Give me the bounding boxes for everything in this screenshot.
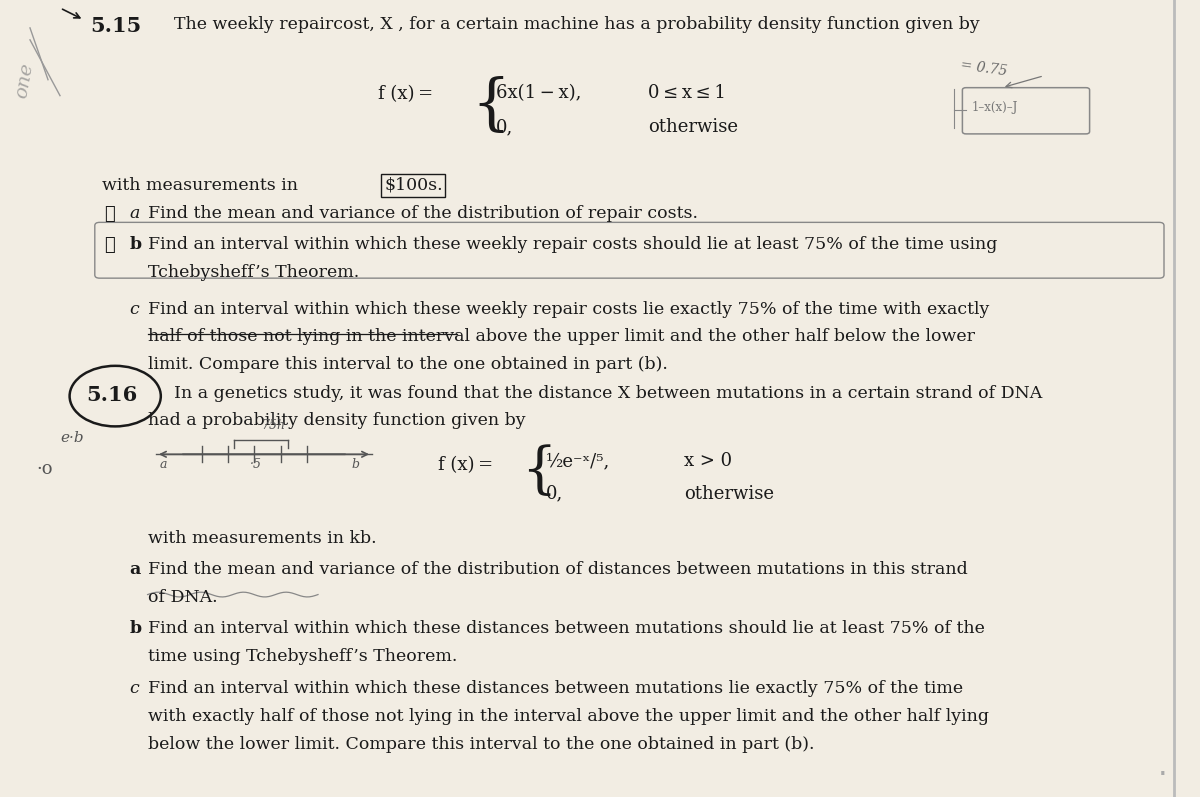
Text: ½e⁻ˣ/⁵,: ½e⁻ˣ/⁵, [546, 452, 611, 470]
Text: b: b [352, 457, 360, 471]
Text: a: a [130, 205, 140, 222]
Text: ·o: ·o [36, 460, 53, 478]
Text: b: b [130, 620, 142, 637]
Text: Find the mean and variance of the distribution of repair costs.: Find the mean and variance of the distri… [148, 205, 697, 222]
Text: 1–x(x)–J: 1–x(x)–J [972, 101, 1019, 114]
Text: with measurements in: with measurements in [102, 177, 304, 194]
Text: Find an interval within which these weekly repair costs should lie at least 75% : Find an interval within which these week… [148, 236, 997, 253]
Text: 0,: 0, [496, 118, 512, 136]
Text: 0 ≤ x ≤ 1: 0 ≤ x ≤ 1 [648, 84, 726, 102]
Text: 5.16: 5.16 [86, 385, 138, 405]
Text: {: { [521, 445, 556, 499]
Text: Find an interval within which these weekly repair costs lie exactly 75% of the t: Find an interval within which these week… [148, 301, 989, 318]
Text: b: b [130, 236, 142, 253]
Text: otherwise: otherwise [648, 118, 738, 136]
Text: f (x) =: f (x) = [438, 456, 493, 474]
Text: e·b: e·b [60, 431, 84, 446]
Text: a: a [130, 561, 140, 578]
Text: The weekly repair​cost, X , for a certain machine has a probability density func: The weekly repair​cost, X , for a certai… [174, 16, 979, 33]
Text: .: . [1158, 752, 1168, 781]
Text: 6x(1 − x),: 6x(1 − x), [496, 84, 581, 102]
Text: 75h: 75h [262, 418, 286, 432]
Text: one: one [12, 61, 36, 100]
Text: x > 0: x > 0 [684, 452, 732, 470]
Text: ✓: ✓ [104, 236, 115, 254]
Text: limit. Compare this interval to the one obtained in part (b).: limit. Compare this interval to the one … [148, 356, 667, 373]
Text: c: c [130, 680, 139, 697]
Text: below the lower limit. Compare this interval to the one obtained in part (b).: below the lower limit. Compare this inte… [148, 736, 814, 752]
Text: = 0.75: = 0.75 [960, 58, 1008, 79]
Text: Find an interval within which these distances between mutations should lie at le: Find an interval within which these dist… [148, 620, 984, 637]
Text: In a genetics study, it was found that the distance X between mutations in a cer: In a genetics study, it was found that t… [174, 385, 1043, 402]
Text: {: { [472, 76, 510, 136]
Text: c: c [130, 301, 139, 318]
Text: otherwise: otherwise [684, 485, 774, 503]
Text: ✓: ✓ [104, 205, 115, 223]
Text: time using Tchebysheff’s Theorem.: time using Tchebysheff’s Theorem. [148, 648, 457, 665]
Text: with exactly half of those not lying in the interval above the upper limit and t: with exactly half of those not lying in … [148, 708, 989, 724]
Text: 0,: 0, [546, 485, 563, 503]
Text: Find an interval within which these distances between mutations lie exactly 75% : Find an interval within which these dist… [148, 680, 962, 697]
Text: half of those not lying in the interval above the upper limit and the other half: half of those not lying in the interval … [148, 328, 974, 345]
Text: ·5: ·5 [250, 457, 262, 471]
Text: a: a [160, 457, 167, 471]
Text: with measurements in kb.: with measurements in kb. [148, 530, 377, 547]
Text: had a probability density function given by: had a probability density function given… [148, 412, 526, 429]
Text: 5.15: 5.15 [90, 16, 142, 36]
Text: Tchebysheff’s Theorem.: Tchebysheff’s Theorem. [148, 264, 359, 281]
Text: $100s.: $100s. [384, 177, 443, 194]
Text: of DNA.: of DNA. [148, 589, 217, 606]
Text: Find the mean and variance of the distribution of distances between mutations in: Find the mean and variance of the distri… [148, 561, 967, 578]
Text: f (x) =: f (x) = [378, 85, 433, 104]
